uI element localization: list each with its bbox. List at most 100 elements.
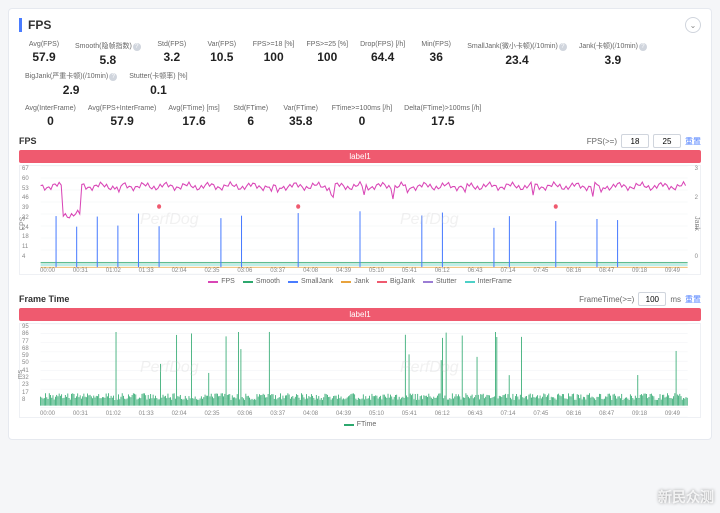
fps-chart-box[interactable]: 6760534639322418114 3210 FPS Jank PerfDo… xyxy=(19,165,701,275)
metric-label: FTime>=100ms [/h] xyxy=(332,105,392,112)
metric: Std(FPS) 3.2 xyxy=(147,39,197,69)
legend-item[interactable]: BigJank xyxy=(377,278,415,285)
fps-chart-title: FPS xyxy=(19,136,37,146)
metric-value: 57.9 xyxy=(88,114,157,128)
metric: FTime>=100ms [/h] 0 xyxy=(326,103,398,130)
metric-label: Var(FTime) xyxy=(282,105,320,112)
metric: Avg(InterFrame) 0 xyxy=(19,103,82,130)
legend-item[interactable]: InterFrame xyxy=(465,278,512,285)
panel-header: FPS ⌄ xyxy=(19,17,701,33)
metric-label: Min(FPS) xyxy=(417,41,455,48)
fps-threshold-1-input[interactable] xyxy=(621,134,649,148)
metric-value: 17.6 xyxy=(168,114,219,128)
legend-swatch xyxy=(465,281,475,283)
legend-label: FPS xyxy=(221,278,235,285)
legend-swatch xyxy=(344,424,354,426)
fps-legend: FPS Smooth SmallJank Jank BigJank Stutter Inte… xyxy=(19,275,701,288)
fps-threshold-2-input[interactable] xyxy=(653,134,681,148)
metric-label: Avg(FTime) [ms] xyxy=(168,105,219,112)
metric-label: Delta(FTime)>100ms [/h] xyxy=(404,105,481,112)
metric-value: 17.5 xyxy=(404,114,481,128)
ft-chart-box[interactable]: 958677685950413223178 ms PerfDog PerfDog… xyxy=(19,323,701,418)
legend-item[interactable]: Stutter xyxy=(423,278,457,285)
legend-label: Stutter xyxy=(436,278,457,285)
help-icon[interactable]: ? xyxy=(109,73,117,81)
legend-label: InterFrame xyxy=(478,278,512,285)
corner-watermark: 新民众测 xyxy=(658,487,714,507)
metric: Var(FPS) 10.5 xyxy=(197,39,247,69)
metric-label: Avg(InterFrame) xyxy=(25,105,76,112)
legend-label: FTime xyxy=(357,421,377,428)
metric-label: FPS>=18 [%] xyxy=(253,41,295,48)
metric-value: 0 xyxy=(332,114,392,128)
ft-threshold-input[interactable] xyxy=(638,292,666,306)
help-icon[interactable]: ? xyxy=(559,43,567,51)
legend-swatch xyxy=(423,281,433,283)
metric-value: 3.9 xyxy=(579,53,647,67)
ft-ctrl-label: FrameTime(>=) xyxy=(579,295,634,304)
metric: SmallJank(微小卡顿)(/10min)? 23.4 xyxy=(461,39,573,69)
metric: BigJank(严重卡顿)(/10min)?2.9 xyxy=(19,69,123,99)
ft-chart-controls: FrameTime(>=) ms 重置 xyxy=(579,292,701,306)
metric: Min(FPS) 36 xyxy=(411,39,461,69)
fps-chart-svg xyxy=(20,166,700,274)
metric-value: 3.2 xyxy=(153,50,191,64)
fps-y-label: FPS xyxy=(19,217,26,231)
metric-value: 57.9 xyxy=(25,50,63,64)
metric-value: 100 xyxy=(306,50,348,64)
metrics-row-1: Avg(FPS) 57.9 Smooth(隐帧指数)? 5.8 Std(FPS) 3.2 V… xyxy=(19,39,701,99)
metric-value: 35.8 xyxy=(282,114,320,128)
metric-value: 100 xyxy=(253,50,295,64)
collapse-button[interactable]: ⌄ xyxy=(685,17,701,33)
metric-value: 64.4 xyxy=(360,50,405,64)
help-icon[interactable]: ? xyxy=(133,43,141,51)
metric-value: 5.8 xyxy=(75,53,141,67)
metric: FPS>=18 [%] 100 xyxy=(247,39,301,69)
ft-unit: ms xyxy=(670,295,681,304)
metric: Std(FTime) 6 xyxy=(226,103,276,130)
fps-chart-controls: FPS(>=) 重置 xyxy=(587,134,701,148)
metric-value: 6 xyxy=(232,114,270,128)
metric-label: Stutter(卡顿率) [%] xyxy=(129,71,187,81)
panel-title: FPS xyxy=(28,18,51,32)
metric-value: 0.1 xyxy=(129,83,187,97)
legend-label: BigJank xyxy=(390,278,415,285)
ft-label-bar: label1 xyxy=(19,308,701,321)
metric: Var(FTime) 35.8 xyxy=(276,103,326,130)
metric-value: 10.5 xyxy=(203,50,241,64)
fps-ctrl-label: FPS(>=) xyxy=(587,137,617,146)
legend-swatch xyxy=(208,281,218,283)
metric: Drop(FPS) [/h]64.4 xyxy=(354,39,411,69)
fps-reset-link[interactable]: 重置 xyxy=(685,136,701,147)
legend-item[interactable]: Jank xyxy=(341,278,369,285)
metric-label: Jank(卡顿)(/10min)? xyxy=(579,41,647,51)
metric-label: Avg(FPS) xyxy=(25,41,63,48)
fps-label-bar: label1 xyxy=(19,150,701,163)
metric-value: 0 xyxy=(25,114,76,128)
metric-label: FPS>=25 [%] xyxy=(306,41,348,48)
jank-y-label: Jank xyxy=(693,216,700,231)
metric-label: Var(FPS) xyxy=(203,41,241,48)
legend-label: Smooth xyxy=(256,278,280,285)
metric: Avg(FPS) 57.9 xyxy=(19,39,69,69)
ft-y-label: ms xyxy=(17,369,24,378)
metric-label: Smooth(隐帧指数)? xyxy=(75,41,141,51)
legend-item[interactable]: FTime xyxy=(344,421,377,428)
metric-label: BigJank(严重卡顿)(/10min)? xyxy=(25,71,117,81)
metric: Delta(FTime)>100ms [/h] 17.5 xyxy=(398,103,487,130)
legend-item[interactable]: FPS xyxy=(208,278,235,285)
metric-label: SmallJank(微小卡顿)(/10min)? xyxy=(467,41,567,51)
help-icon[interactable]: ? xyxy=(639,43,647,51)
metric-value: 23.4 xyxy=(467,53,567,67)
metric-label: Avg(FPS+InterFrame) xyxy=(88,105,157,112)
legend-item[interactable]: SmallJank xyxy=(288,278,333,285)
metric-label: Std(FTime) xyxy=(232,105,270,112)
metric-label: Std(FPS) xyxy=(153,41,191,48)
metric-value: 36 xyxy=(417,50,455,64)
ft-chart-section: Frame Time FrameTime(>=) ms 重置 label1 95… xyxy=(19,292,701,431)
legend-item[interactable]: Smooth xyxy=(243,278,280,285)
metric: Smooth(隐帧指数)? 5.8 xyxy=(69,39,147,69)
ft-chart-svg xyxy=(20,324,700,417)
ft-legend: FTime xyxy=(19,418,701,431)
ft-reset-link[interactable]: 重置 xyxy=(685,294,701,305)
